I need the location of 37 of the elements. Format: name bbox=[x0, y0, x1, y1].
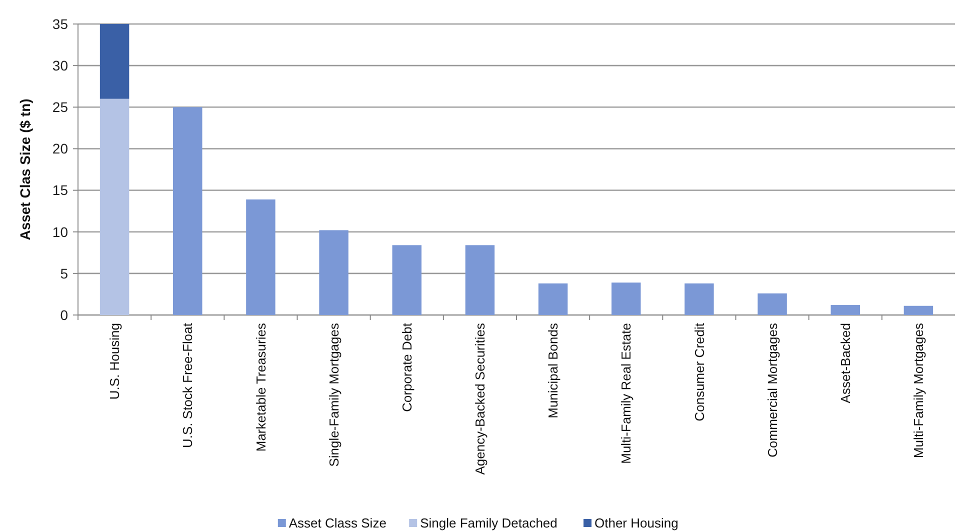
x-tick-label: Marketable Treasuries bbox=[253, 322, 268, 452]
y-tick-label: 15 bbox=[52, 182, 68, 198]
bar bbox=[100, 24, 130, 99]
x-tick-label: Multi-Family Real Estate bbox=[618, 323, 634, 464]
x-tick-label: Asset-Backed bbox=[838, 323, 853, 404]
x-tick-label: Municipal Bonds bbox=[546, 322, 561, 418]
legend-label: Other Housing bbox=[594, 516, 678, 531]
y-tick-label: 30 bbox=[52, 57, 68, 74]
x-tick-label: Commercial Mortgages bbox=[764, 322, 780, 458]
bar bbox=[246, 199, 276, 315]
bar bbox=[538, 283, 568, 315]
y-tick-label: 25 bbox=[52, 99, 68, 116]
y-tick-label: 0 bbox=[60, 306, 68, 323]
x-tick-label: U.S. Housing bbox=[107, 323, 122, 400]
x-tick-label: Corporate Debt bbox=[399, 322, 414, 412]
bar bbox=[758, 293, 787, 315]
bar bbox=[904, 306, 934, 315]
bar bbox=[319, 230, 348, 315]
bar bbox=[173, 107, 202, 315]
x-tick-label: Single-Family Mortgages bbox=[326, 322, 342, 467]
bar bbox=[684, 283, 714, 315]
bar bbox=[830, 305, 860, 315]
y-tick-label: 20 bbox=[52, 140, 68, 157]
bar bbox=[100, 98, 130, 315]
bar bbox=[392, 245, 422, 315]
y-axis-title: Asset Clas Size ($ tn) bbox=[17, 98, 33, 240]
y-tick-label: 10 bbox=[52, 224, 68, 240]
bar bbox=[612, 282, 641, 315]
legend-label: Single Family Detached bbox=[420, 516, 558, 531]
x-tick-label: Agency-Backed Securities bbox=[472, 322, 488, 475]
x-tick-label: Multi-Family Mortgages bbox=[911, 322, 926, 458]
legend-label: Asset Class Size bbox=[288, 516, 386, 531]
x-tick-label: Consumer Credit bbox=[692, 322, 707, 422]
x-tick-label: U.S. Stock Free-Float bbox=[180, 322, 196, 448]
y-tick-label: 5 bbox=[60, 265, 68, 282]
y-tick-label: 35 bbox=[52, 16, 68, 32]
bar bbox=[465, 245, 495, 315]
